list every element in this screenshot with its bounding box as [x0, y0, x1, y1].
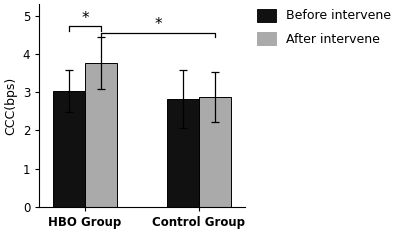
Bar [85, 63, 117, 207]
Text: *: * [81, 10, 89, 26]
Text: *: * [154, 17, 162, 32]
Legend: Before intervene, After intervene: Before intervene, After intervene [255, 6, 394, 49]
Y-axis label: CCC(bps): CCC(bps) [4, 76, 17, 135]
Bar [167, 99, 199, 207]
Bar [199, 97, 231, 207]
Bar [53, 91, 85, 207]
